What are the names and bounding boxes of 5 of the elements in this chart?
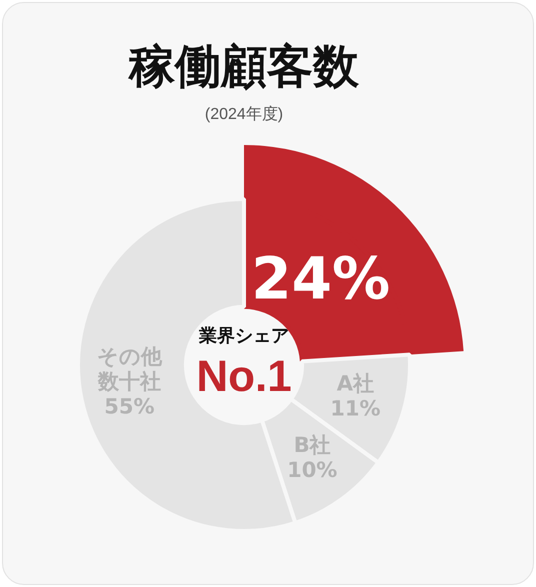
chart-subtitle: (2024年度) <box>204 104 284 125</box>
text: No.1 <box>196 352 292 402</box>
text: 業界シェア <box>198 326 289 347</box>
chart-title: 稼働顧客数 <box>127 38 360 95</box>
data-label: 24% <box>251 244 390 312</box>
